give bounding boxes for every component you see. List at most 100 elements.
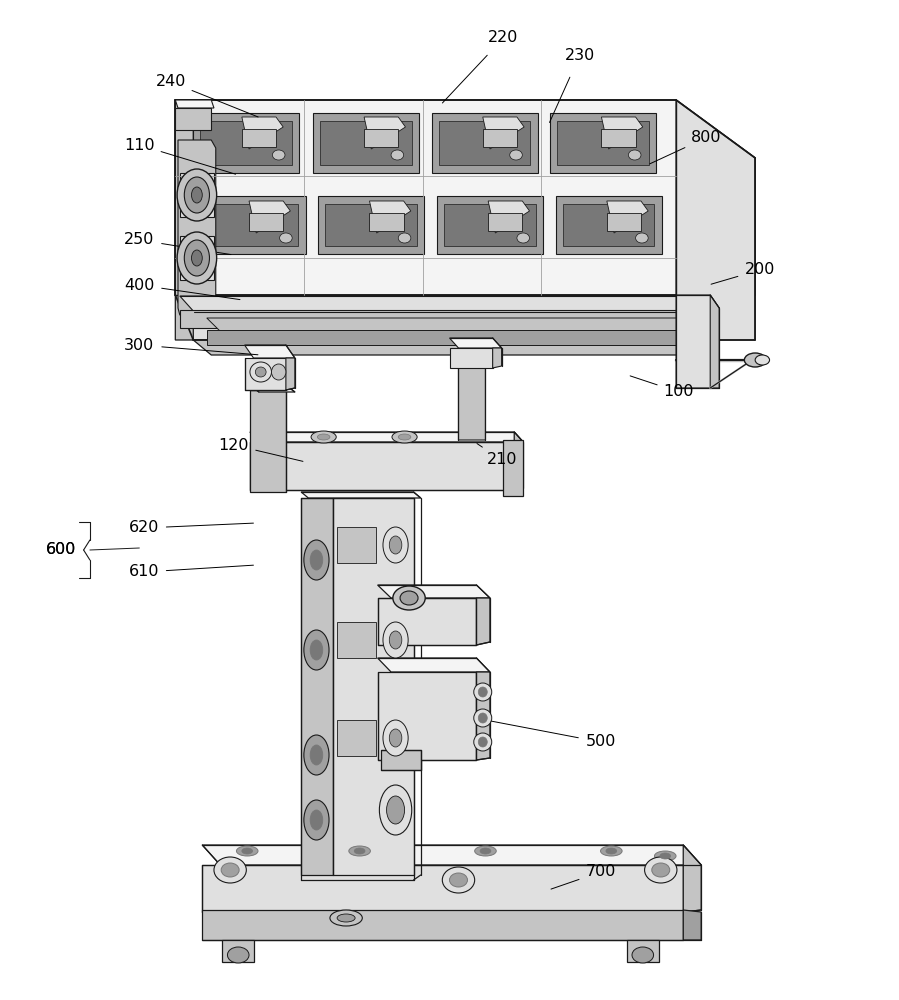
Ellipse shape [184,240,209,276]
Polygon shape [364,129,398,147]
Ellipse shape [400,591,418,605]
Ellipse shape [393,586,425,610]
Ellipse shape [310,640,323,660]
Polygon shape [202,865,683,912]
Polygon shape [250,390,286,492]
Polygon shape [286,358,295,390]
Ellipse shape [311,431,336,443]
Ellipse shape [475,846,496,856]
Polygon shape [550,113,656,173]
Polygon shape [378,658,490,672]
Polygon shape [320,121,412,165]
Ellipse shape [744,353,766,367]
Polygon shape [369,201,411,233]
Ellipse shape [184,177,209,213]
Ellipse shape [636,233,648,243]
Polygon shape [607,201,648,233]
Polygon shape [432,113,538,173]
Polygon shape [488,213,522,231]
Polygon shape [200,121,292,165]
Ellipse shape [304,630,329,670]
Text: 100: 100 [663,384,694,399]
Polygon shape [242,117,283,149]
Polygon shape [202,910,683,940]
Ellipse shape [280,233,292,243]
Polygon shape [318,196,424,254]
Polygon shape [563,204,654,246]
Text: 120: 120 [218,438,249,452]
Polygon shape [476,672,490,760]
Text: 220: 220 [488,30,519,45]
Ellipse shape [354,848,365,854]
Polygon shape [242,129,276,147]
Ellipse shape [474,709,492,727]
Polygon shape [207,330,683,345]
Polygon shape [607,213,641,231]
Ellipse shape [379,785,412,835]
Polygon shape [250,432,523,442]
Ellipse shape [474,683,492,701]
Ellipse shape [330,910,362,926]
Polygon shape [676,100,755,340]
Polygon shape [601,129,636,147]
Ellipse shape [517,233,530,243]
Ellipse shape [606,848,617,854]
Ellipse shape [478,737,487,747]
Text: 610: 610 [129,564,159,580]
Ellipse shape [389,631,402,649]
Polygon shape [683,845,701,912]
Polygon shape [378,585,490,598]
Polygon shape [450,348,493,368]
Ellipse shape [478,713,487,723]
Polygon shape [245,358,286,390]
Text: 500: 500 [585,734,616,750]
Polygon shape [207,204,298,246]
Polygon shape [483,129,517,147]
Ellipse shape [387,796,405,824]
Text: 800: 800 [690,130,721,145]
Polygon shape [444,204,536,246]
Ellipse shape [383,622,408,658]
Ellipse shape [177,232,217,284]
Polygon shape [180,296,690,312]
Polygon shape [514,432,523,490]
Polygon shape [488,201,530,233]
Ellipse shape [645,857,677,883]
Ellipse shape [177,169,217,221]
Polygon shape [175,100,214,108]
Ellipse shape [310,810,323,830]
Polygon shape [337,527,376,563]
Polygon shape [202,845,701,865]
Polygon shape [301,498,333,875]
Polygon shape [493,348,502,368]
Ellipse shape [392,431,417,443]
Ellipse shape [601,846,622,856]
Text: 300: 300 [124,338,155,353]
Ellipse shape [389,729,402,747]
Polygon shape [301,492,421,498]
Ellipse shape [628,150,641,160]
Polygon shape [175,108,211,130]
Polygon shape [437,196,543,254]
Ellipse shape [480,848,491,854]
Polygon shape [337,622,376,658]
Ellipse shape [304,800,329,840]
Text: 210: 210 [486,452,517,468]
Polygon shape [200,196,306,254]
Polygon shape [439,121,530,165]
Ellipse shape [474,733,492,751]
Ellipse shape [191,250,202,266]
Ellipse shape [271,364,286,380]
Polygon shape [503,440,523,496]
Ellipse shape [250,362,271,382]
Ellipse shape [255,367,266,377]
Polygon shape [556,196,662,254]
Ellipse shape [310,745,323,765]
Ellipse shape [398,434,411,440]
Ellipse shape [660,853,671,859]
Polygon shape [627,940,659,962]
Text: 250: 250 [124,232,155,247]
Polygon shape [364,117,405,149]
Polygon shape [178,140,216,315]
Text: 700: 700 [585,864,616,880]
